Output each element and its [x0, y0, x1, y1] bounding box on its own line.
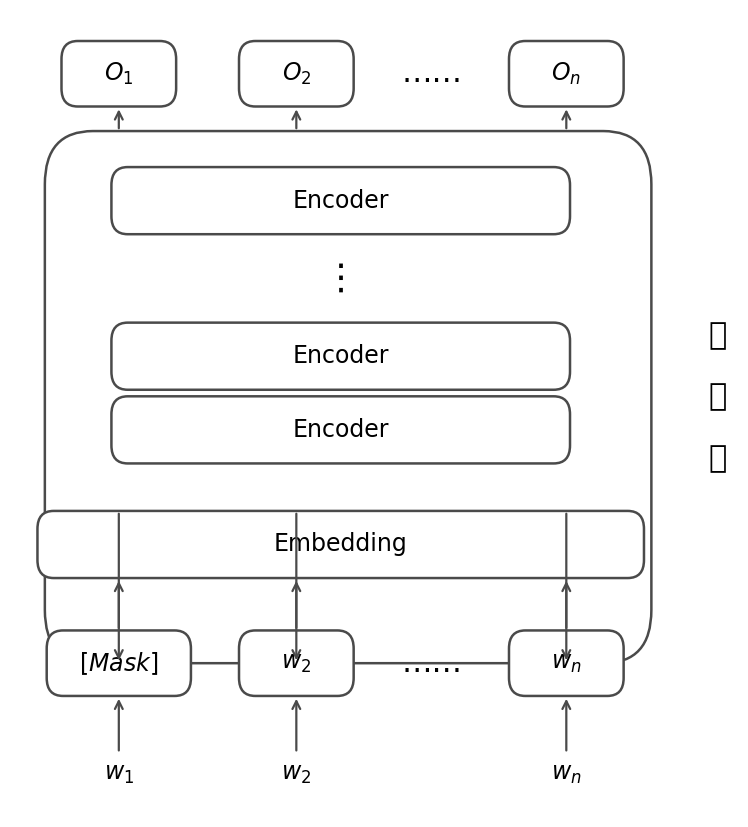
FancyBboxPatch shape — [239, 630, 354, 696]
Text: $w_1$: $w_1$ — [104, 762, 134, 786]
Text: ⋮: ⋮ — [322, 261, 359, 295]
FancyBboxPatch shape — [46, 630, 191, 696]
FancyBboxPatch shape — [45, 131, 652, 663]
Text: 成: 成 — [709, 383, 727, 412]
FancyBboxPatch shape — [61, 41, 176, 107]
Text: $O_n$: $O_n$ — [551, 60, 581, 87]
FancyBboxPatch shape — [509, 630, 624, 696]
Text: $[Mask]$: $[Mask]$ — [79, 650, 159, 676]
FancyBboxPatch shape — [37, 511, 644, 578]
Text: Encoder: Encoder — [292, 189, 389, 213]
Text: $O_1$: $O_1$ — [104, 60, 134, 87]
Text: ……: …… — [401, 60, 462, 88]
Text: Encoder: Encoder — [292, 418, 389, 442]
Text: 生: 生 — [709, 321, 727, 350]
FancyBboxPatch shape — [111, 323, 570, 390]
Text: ……: …… — [401, 648, 462, 677]
FancyBboxPatch shape — [509, 41, 624, 107]
Text: $O_2$: $O_2$ — [281, 60, 311, 87]
Text: 器: 器 — [709, 444, 727, 473]
Text: Embedding: Embedding — [274, 533, 408, 557]
FancyBboxPatch shape — [111, 396, 570, 463]
Text: $w_2$: $w_2$ — [281, 762, 311, 786]
Text: $w_n$: $w_n$ — [551, 762, 582, 786]
FancyBboxPatch shape — [239, 41, 354, 107]
Text: $w_2$: $w_2$ — [281, 651, 311, 675]
Text: $w_n$: $w_n$ — [551, 651, 582, 675]
Text: Encoder: Encoder — [292, 344, 389, 368]
FancyBboxPatch shape — [111, 167, 570, 234]
